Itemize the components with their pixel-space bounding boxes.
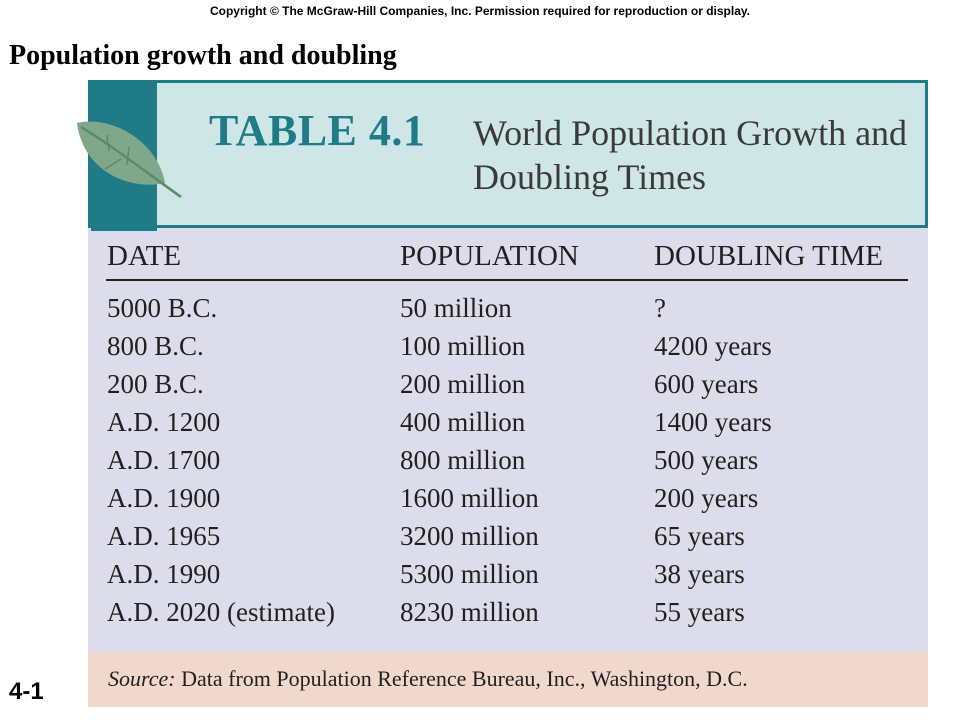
slide-title: Population growth and doubling [9, 40, 397, 71]
cell-population: 5300 million [400, 559, 539, 589]
cell-date: A.D. 1200 [107, 407, 221, 437]
cell-date: 800 B.C. [107, 331, 204, 361]
cell-population: 3200 million [400, 521, 539, 551]
cell-date: 5000 B.C. [107, 293, 218, 323]
header-rule [106, 279, 908, 281]
cell-date: A.D. 1965 [107, 521, 221, 551]
table-row: 800 B.C. 100 million 4200 years [88, 331, 928, 369]
table-row: A.D. 1700 800 million 500 years [88, 445, 928, 483]
copyright-notice: Copyright © The McGraw-Hill Companies, I… [209, 4, 751, 18]
leaf-icon [77, 121, 182, 199]
cell-date: A.D. 2020 (estimate) [107, 597, 335, 627]
source-note-text: Source: Data from Population Reference B… [108, 666, 748, 692]
slide-number: 4-1 [9, 678, 44, 705]
table-row: A.D. 1200 400 million 1400 years [88, 407, 928, 445]
source-citation: Data from Population Reference Bureau, I… [181, 666, 748, 691]
table-row: 5000 B.C. 50 million ? [88, 293, 928, 331]
source-note: Source: Data from Population Reference B… [88, 652, 928, 707]
source-label: Source: [108, 666, 176, 691]
population-table-figure: TABLE 4.1 World Population Growth and Do… [77, 80, 928, 707]
column-header-doubling-time: DOUBLING TIME [654, 240, 884, 272]
cell-date: A.D. 1900 [107, 483, 221, 513]
cell-date: A.D. 1700 [107, 445, 221, 475]
table-row: A.D. 1990 5300 million 38 years [88, 559, 928, 597]
cell-doubling-time: ? [654, 293, 666, 323]
cell-doubling-time: 1400 years [654, 407, 772, 437]
cell-population: 1600 million [400, 483, 539, 513]
cell-population: 200 million [400, 369, 526, 399]
cell-doubling-time: 500 years [654, 445, 759, 475]
cell-doubling-time: 4200 years [654, 331, 772, 361]
cell-population: 100 million [400, 331, 526, 361]
table-header-band: TABLE 4.1 World Population Growth and Do… [77, 80, 928, 231]
column-header-population: POPULATION [400, 240, 579, 272]
table-row: A.D. 1900 1600 million 200 years [88, 483, 928, 521]
cell-population: 50 million [400, 293, 512, 323]
table-label: TABLE 4.1 [209, 106, 426, 155]
cell-doubling-time: 55 years [654, 597, 745, 627]
cell-doubling-time: 38 years [654, 559, 745, 589]
cell-population: 400 million [400, 407, 526, 437]
table-row: 200 B.C. 200 million 600 years [88, 369, 928, 407]
table-row: A.D. 1965 3200 million 65 years [88, 521, 928, 559]
cell-doubling-time: 65 years [654, 521, 745, 551]
cell-doubling-time: 600 years [654, 369, 759, 399]
cell-doubling-time: 200 years [654, 483, 759, 513]
cell-population: 8230 million [400, 597, 539, 627]
table-row: A.D. 2020 (estimate) 8230 million 55 yea… [88, 597, 928, 635]
cell-date: A.D. 1990 [107, 559, 221, 589]
cell-date: 200 B.C. [107, 369, 204, 399]
table-caption: World Population Growth and Doubling Tim… [473, 113, 908, 197]
cell-population: 800 million [400, 445, 526, 475]
column-header-date: DATE [107, 240, 182, 272]
